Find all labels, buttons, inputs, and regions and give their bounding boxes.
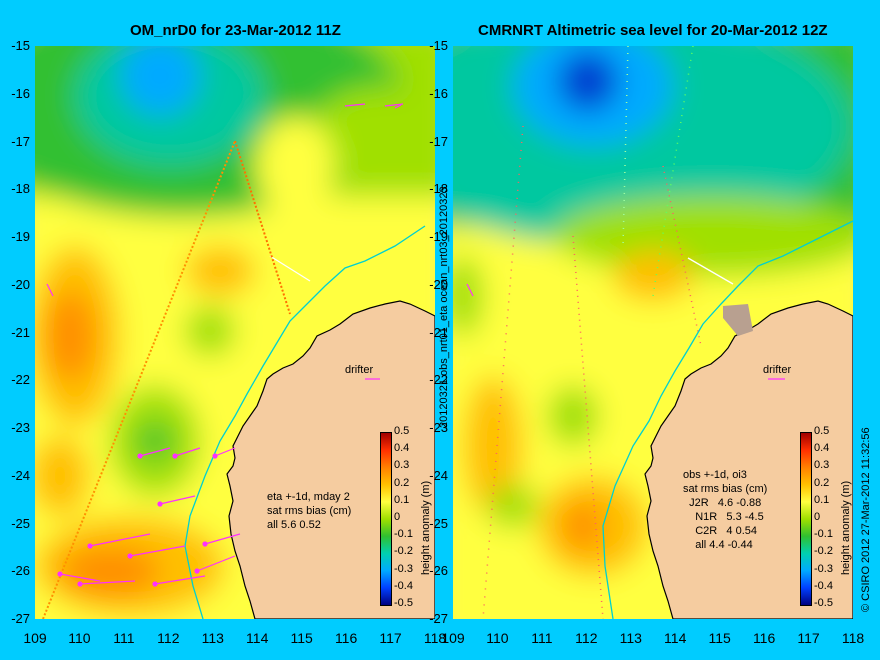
left-x-axis-tick: 109 — [23, 630, 47, 646]
left-x-axis-tick: 110 — [68, 630, 91, 646]
right-colorbar-tick: 0 — [814, 511, 821, 523]
left-x-axis-tick: 112 — [157, 630, 180, 646]
right-y-axis-tick: -26 — [429, 563, 448, 579]
left-colorbar-tick: 0.3 — [394, 459, 410, 472]
right-colorbar — [800, 432, 812, 606]
right-x-axis-tick: 116 — [752, 630, 776, 646]
left-y-axis-tick: -17 — [11, 133, 30, 149]
right-land-shading — [723, 304, 753, 336]
copyright-text: © CSIRO 2012 27-Mar-2012 11:32:56 — [860, 427, 872, 612]
left-colorbar-tick: -0.5 — [394, 597, 413, 609]
right-x-axis-tick: 115 — [708, 630, 731, 646]
right-x-axis-tick: 114 — [664, 630, 687, 646]
left-map-panel: drifter — [35, 46, 435, 619]
left-y-axis-tick: -18 — [11, 181, 30, 197]
left-section-line — [269, 255, 311, 282]
left-x-axis-tick: 115 — [290, 630, 313, 646]
left-y-axis-tick: -23 — [11, 420, 30, 435]
left-x-axis-tick: 113 — [201, 630, 224, 646]
right-map-svg: drifter — [453, 46, 853, 619]
right-x-axis-tick: 111 — [531, 630, 553, 646]
left-drifter-label: drifter — [345, 364, 373, 376]
left-x-axis-tick: 116 — [334, 630, 358, 646]
left-x-axis-tick: 114 — [246, 630, 269, 646]
right-colorbar-tick: 0.1 — [814, 493, 830, 506]
left-colorbar-tick: 0.2 — [394, 476, 410, 489]
left-colorbar-tick: -0.4 — [394, 579, 413, 592]
right-colorbar-tick: -0.2 — [814, 545, 833, 558]
right-y-axis-tick: -16 — [429, 85, 448, 101]
right-colorbar-tick: -0.1 — [814, 528, 833, 541]
right-colorbar-label: height anomaly (m) — [840, 480, 852, 575]
right-y-axis-tick: -27 — [429, 611, 448, 626]
right-x-axis-tick: 113 — [619, 630, 642, 646]
right-colorbar-tick: -0.3 — [814, 562, 833, 575]
left-stats-text: eta +-1d, mday 2 sat rms bias (cm) all 5… — [267, 491, 352, 531]
right-y-axis-tick: -22 — [429, 372, 448, 388]
left-colorbar-tick: 0.1 — [394, 493, 410, 506]
right-y-axis-tick: -24 — [429, 467, 448, 483]
right-colorbar-tick: 0.3 — [814, 459, 830, 472]
right-continental-shelf — [602, 220, 853, 619]
left-colorbar-tick: -0.3 — [394, 562, 413, 575]
left-map-svg: drifter — [35, 46, 435, 619]
right-colorbar-tick: 0.5 — [814, 425, 830, 437]
right-satellite-tracks — [482, 46, 702, 619]
left-drifter-vectors — [46, 103, 404, 587]
left-colorbar-tick: -0.1 — [394, 528, 413, 541]
middle-source-text: 20120321.obs_nrt01_eta ocean_nrt03_20120… — [438, 186, 450, 428]
right-section-line — [687, 257, 734, 285]
left-y-axis-tick: -15 — [11, 38, 30, 53]
left-y-axis-tick: -26 — [11, 563, 30, 579]
left-y-axis-tick: -21 — [11, 324, 30, 340]
right-x-axis-tick: 110 — [486, 630, 509, 646]
right-y-axis-tick: -25 — [429, 515, 448, 531]
left-x-axis-tick: 111 — [113, 630, 135, 646]
right-drifter-label: drifter — [763, 364, 791, 376]
right-colorbar-tick: 0.4 — [814, 442, 830, 455]
right-y-axis-tick: -18 — [429, 181, 448, 197]
right-stats-text: obs +-1d, oi3 sat rms bias (cm) J2R 4.6 … — [683, 469, 768, 551]
left-y-axis-tick: -24 — [11, 467, 30, 483]
right-x-axis-tick: 117 — [797, 630, 820, 646]
left-y-axis-tick: -22 — [11, 372, 30, 388]
left-map-title: OM_nrD0 for 23-Mar-2012 11Z — [130, 22, 341, 39]
right-x-axis-tick: 112 — [575, 630, 598, 646]
left-colorbar-tick: 0.4 — [394, 442, 410, 455]
left-colorbar-tick: -0.2 — [394, 545, 413, 558]
right-y-axis-tick: -17 — [429, 133, 448, 149]
right-colorbar-tick: -0.4 — [814, 579, 833, 592]
right-colorbar-tick: 0.2 — [814, 476, 830, 489]
left-colorbar-tick: 0 — [394, 511, 401, 523]
left-continental-shelf — [184, 225, 426, 619]
right-map-panel: drifter — [453, 46, 853, 619]
right-y-axis-tick: -21 — [429, 324, 448, 340]
left-satellite-track — [42, 140, 236, 619]
left-y-axis-tick: -20 — [11, 276, 30, 292]
right-drifter-vectors — [466, 283, 785, 380]
right-x-axis-tick: 109 — [441, 630, 465, 646]
left-y-axis-tick: -16 — [11, 85, 30, 101]
right-y-axis-tick: -20 — [429, 276, 448, 292]
right-y-axis-tick: -15 — [429, 38, 448, 53]
right-map-title: CMRNRT Altimetric sea level for 20-Mar-2… — [478, 22, 828, 39]
left-y-axis-tick: -27 — [11, 611, 30, 626]
left-x-axis-tick: 118 — [423, 630, 447, 646]
left-x-axis-tick: 117 — [379, 630, 402, 646]
left-colorbar-tick: 0.5 — [394, 425, 410, 437]
left-colorbar — [380, 432, 392, 606]
left-y-axis-tick: -25 — [11, 515, 30, 531]
right-colorbar-tick: -0.5 — [814, 597, 833, 609]
right-y-axis-tick: -19 — [429, 229, 448, 244]
right-x-axis-tick: 118 — [841, 630, 865, 646]
right-y-axis-tick: -23 — [429, 420, 448, 435]
left-y-axis-tick: -19 — [11, 229, 30, 244]
